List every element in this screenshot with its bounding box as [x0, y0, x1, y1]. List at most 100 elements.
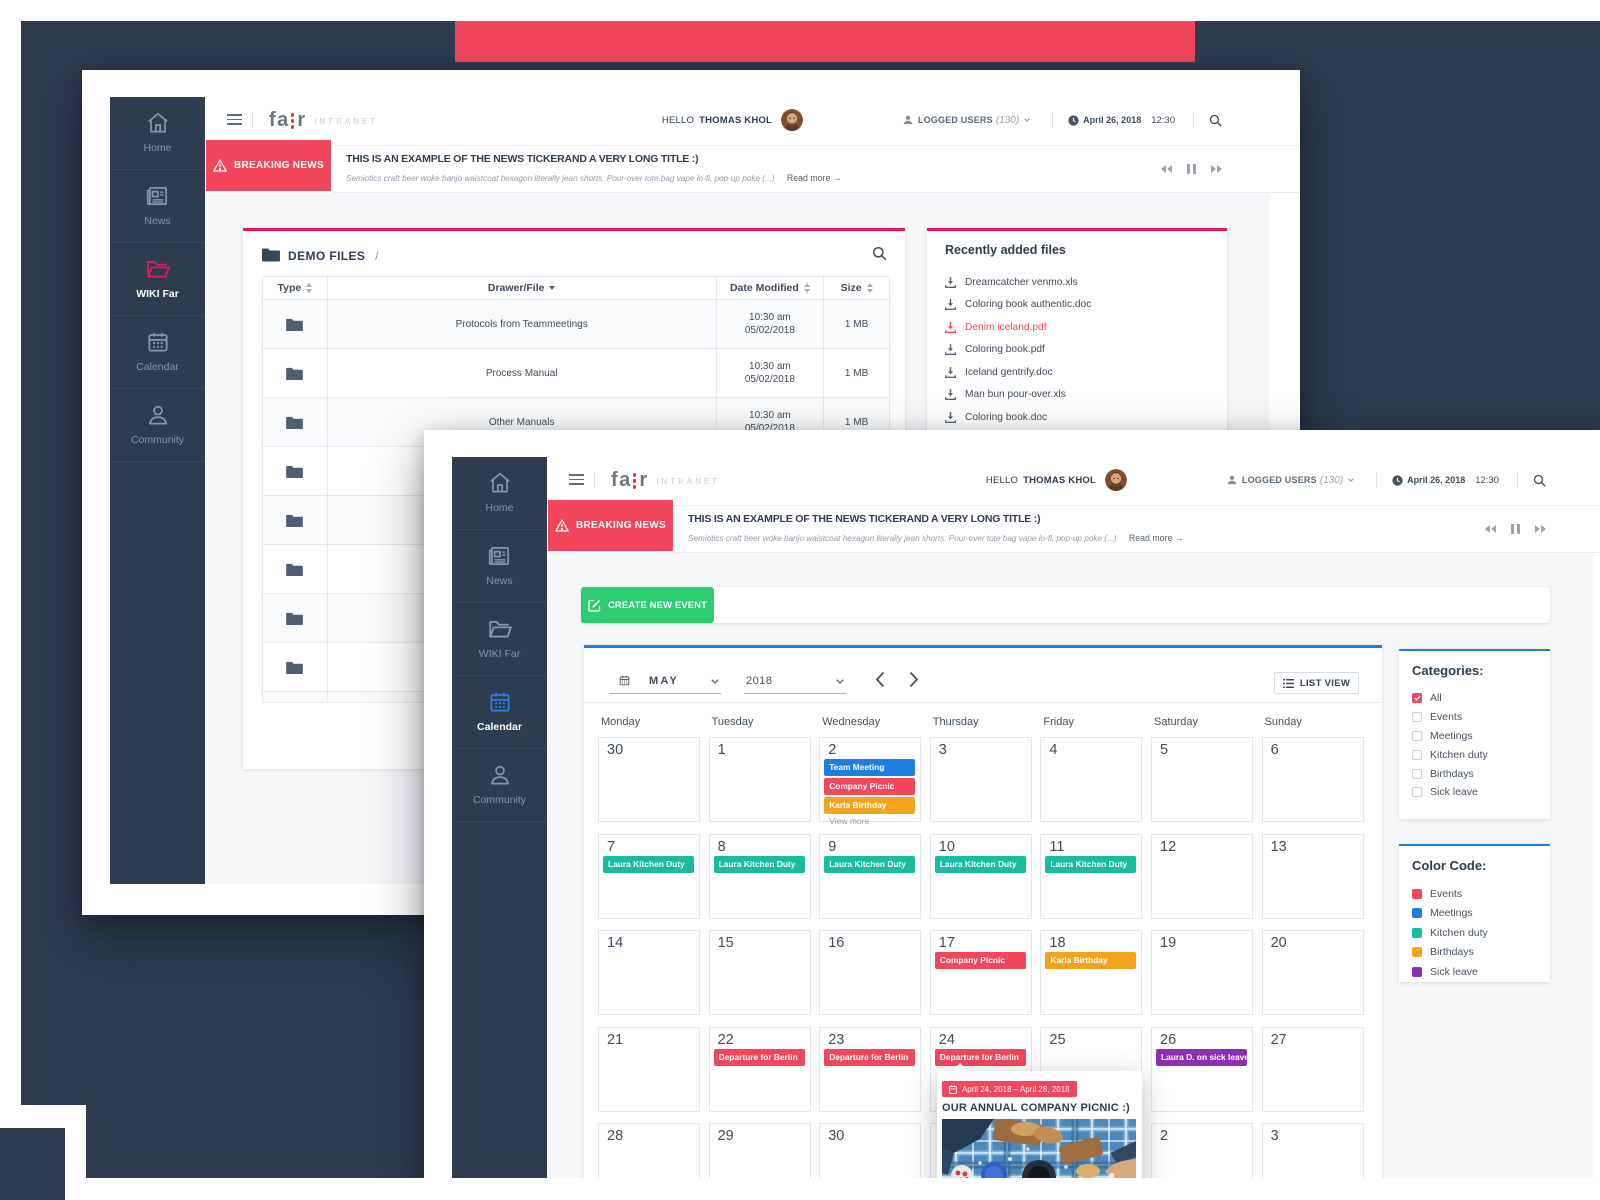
day-cell[interactable]: 30 [819, 1123, 922, 1178]
recent-file-item[interactable]: Coloring book.doc [945, 406, 1217, 429]
event-chip[interactable]: Laura D. on sick leave [1156, 1048, 1247, 1066]
day-cell[interactable]: 10 Laura Kitchen Duty [929, 833, 1032, 919]
day-cell[interactable]: 11 Laura Kitchen Duty [1040, 833, 1143, 919]
brand-logo[interactable]: fa r INTRANET [269, 106, 378, 134]
forward-icon[interactable] [1535, 524, 1546, 534]
column-header-drawer-file[interactable]: Drawer/File [328, 277, 717, 299]
day-cell[interactable]: 28 [598, 1123, 700, 1178]
day-cell[interactable]: 7 Laura Kitchen Duty [598, 833, 700, 919]
day-cell[interactable]: 13 [1261, 833, 1364, 919]
pause-icon[interactable] [1510, 524, 1521, 534]
logged-users-label[interactable]: LOGGED USERS [1241, 475, 1317, 485]
previous-month-button[interactable] [875, 671, 885, 688]
month-select-value[interactable]: MAY [649, 675, 680, 687]
menu-toggle-button[interactable] [569, 474, 584, 485]
day-cell[interactable]: 8 Laura Kitchen Duty [708, 833, 811, 919]
category-filter-item[interactable]: Sick leave [1412, 783, 1544, 802]
event-chip[interactable]: Laura Kitchen Duty [934, 855, 1026, 873]
breadcrumb[interactable]: / [375, 249, 379, 263]
recent-file-item[interactable]: Coloring book.pdf [945, 339, 1217, 362]
sidebar-item-home[interactable]: Home [110, 97, 205, 170]
search-icon[interactable] [1209, 114, 1222, 127]
event-chip[interactable]: Karla Birthday [1045, 952, 1137, 969]
chevron-down-icon[interactable] [836, 679, 844, 684]
sidebar-item-wiki-far[interactable]: WIKI Far [110, 243, 205, 316]
recent-file-item[interactable]: Iceland gentrify.doc [945, 361, 1217, 384]
day-cell[interactable]: 29 [708, 1123, 811, 1178]
day-cell[interactable]: 18 Karla Birthday [1040, 930, 1143, 1015]
event-chip[interactable]: Laura Kitchen Duty [603, 855, 694, 873]
view-more-link[interactable]: View more [829, 816, 870, 826]
chevron-down-icon[interactable] [1348, 478, 1354, 482]
day-cell[interactable]: 3 [929, 737, 1032, 822]
day-cell[interactable]: 9 Laura Kitchen Duty [819, 833, 922, 919]
day-cell[interactable]: 17 Company Picnic [929, 930, 1032, 1015]
day-cell[interactable]: 27 [1261, 1026, 1364, 1112]
recent-file-item[interactable]: Man bun pour-over.xls [945, 384, 1217, 407]
checkbox[interactable] [1412, 787, 1422, 798]
day-cell[interactable]: 15 [708, 930, 811, 1015]
avatar[interactable] [781, 109, 803, 131]
year-select-value[interactable]: 2018 [746, 675, 773, 687]
recent-file-item[interactable]: Dreamcatcher venmo.xls [945, 271, 1217, 294]
sidebar-item-wiki-far[interactable]: WIKI Far [452, 603, 547, 676]
recent-file-item[interactable]: Denim iceland.pdf [945, 316, 1217, 339]
breaking-news-badge[interactable]: BREAKING NEWS [548, 500, 673, 551]
day-cell[interactable]: 4 [1040, 737, 1143, 822]
sidebar-item-home[interactable]: Home [452, 457, 547, 530]
day-cell[interactable]: 22 Departure for Berlin [708, 1026, 811, 1112]
forward-icon[interactable] [1211, 164, 1222, 174]
sidebar-item-news[interactable]: News [110, 170, 205, 243]
checkbox[interactable] [1412, 749, 1422, 760]
column-header-size[interactable]: Size [824, 277, 889, 299]
day-cell[interactable]: 14 [598, 930, 700, 1015]
table-row[interactable]: Process Manual 10:30 am 05/02/2018 1 MB [263, 349, 889, 398]
logged-users-label[interactable]: LOGGED USERS [917, 115, 993, 125]
day-cell[interactable]: 16 [819, 930, 922, 1015]
event-chip[interactable]: Karla Birthday [824, 797, 916, 814]
category-filter-item[interactable]: All [1412, 689, 1544, 708]
create-new-event-button[interactable]: CREATE NEW EVENT [581, 587, 714, 623]
event-chip[interactable]: Laura Kitchen Duty [1045, 855, 1137, 873]
day-cell[interactable]: 21 [598, 1026, 700, 1112]
column-header-date-modified[interactable]: Date Modified [717, 277, 825, 299]
sidebar-item-news[interactable]: News [452, 530, 547, 603]
day-cell[interactable]: 2 Team Meeting Company Picnic Karla Birthda… [819, 737, 922, 826]
next-month-button[interactable] [909, 671, 919, 688]
search-icon[interactable] [872, 246, 887, 261]
category-filter-item[interactable]: Events [1412, 708, 1544, 727]
brand-logo[interactable]: fa r INTRANET [611, 466, 720, 494]
category-filter-item[interactable]: Birthdays [1412, 764, 1544, 783]
event-chip[interactable]: Laura Kitchen Duty [713, 855, 805, 873]
event-chip[interactable]: Company Picnic [824, 778, 916, 795]
chevron-down-icon[interactable] [711, 679, 719, 684]
table-row[interactable]: Protocols from Teammeetings 10:30 am 05/02… [263, 300, 889, 349]
sidebar-item-community[interactable]: Community [110, 389, 205, 462]
breaking-news-badge[interactable]: BREAKING NEWS [206, 140, 331, 191]
day-cell[interactable]: 12 [1151, 833, 1253, 919]
avatar[interactable] [1105, 469, 1127, 491]
checkbox[interactable] [1412, 768, 1422, 779]
event-chip[interactable]: Company Picnic [934, 952, 1026, 969]
menu-toggle-button[interactable] [227, 114, 242, 125]
event-chip[interactable]: Departure for Berlin [713, 1048, 805, 1066]
day-cell[interactable]: 5 [1151, 737, 1253, 822]
recent-file-item[interactable]: Coloring book authentic.doc [945, 294, 1217, 317]
sidebar-item-calendar[interactable]: Calendar [110, 316, 205, 389]
chevron-down-icon[interactable] [1024, 118, 1030, 122]
day-cell[interactable]: 20 [1261, 930, 1364, 1015]
column-header-type[interactable]: Type [263, 277, 328, 299]
pause-icon[interactable] [1186, 164, 1197, 174]
day-cell[interactable]: 26 Laura D. on sick leave [1151, 1026, 1253, 1112]
checkbox[interactable] [1412, 730, 1422, 741]
day-cell[interactable]: 3 [1261, 1123, 1364, 1178]
category-filter-item[interactable]: Kitchen duty [1412, 745, 1544, 764]
day-cell[interactable]: 2 [1151, 1123, 1253, 1178]
rewind-icon[interactable] [1485, 524, 1496, 534]
event-chip[interactable]: Departure for Berlin [934, 1048, 1026, 1066]
day-cell[interactable]: 1 [708, 737, 811, 822]
event-chip[interactable]: Laura Kitchen Duty [824, 855, 916, 873]
day-cell[interactable]: 19 [1151, 930, 1253, 1015]
checkbox[interactable] [1412, 712, 1422, 723]
category-filter-item[interactable]: Meetings [1412, 727, 1544, 746]
